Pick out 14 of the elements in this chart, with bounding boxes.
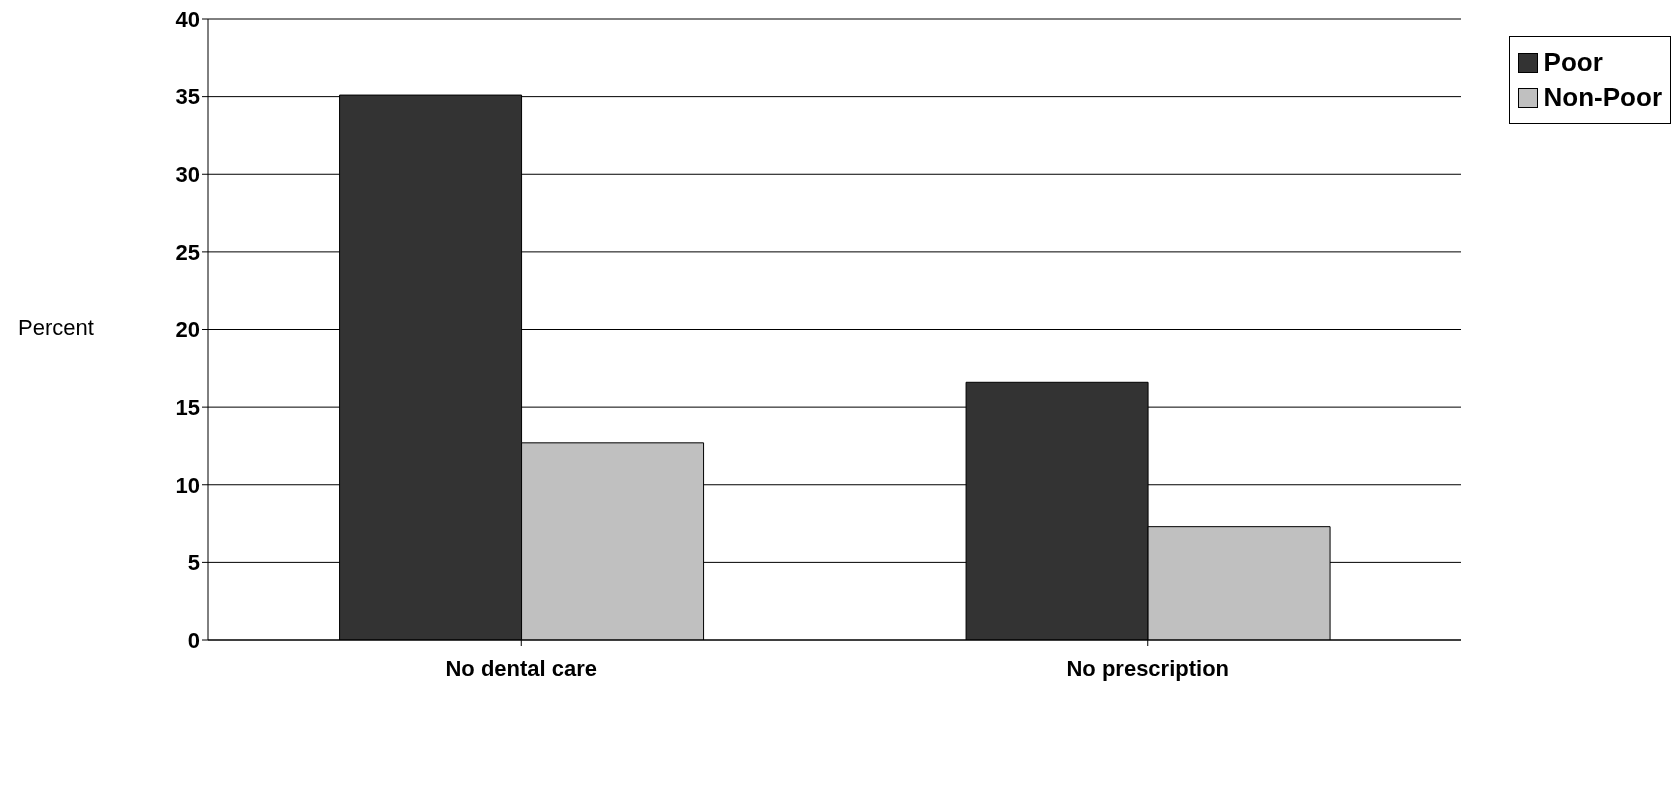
legend-label: Poor: [1543, 47, 1603, 78]
y-tick-label: 20: [175, 317, 200, 343]
x-tick-label: No dental care: [445, 655, 598, 681]
y-tick-label: 35: [175, 84, 200, 110]
legend-label: Non-Poor: [1543, 82, 1662, 113]
y-tick-label: 30: [175, 162, 200, 188]
y-tick-label: 0: [187, 627, 200, 653]
y-tick-label: 15: [175, 394, 200, 420]
y-tick-label: 40: [175, 6, 200, 32]
y-tick-label: 5: [187, 550, 200, 576]
y-tick-label: 10: [175, 472, 200, 498]
x-tick-label: No prescription: [1066, 655, 1230, 681]
y-tick-label: 25: [175, 239, 200, 265]
y-axis-title: Percent: [18, 315, 94, 341]
